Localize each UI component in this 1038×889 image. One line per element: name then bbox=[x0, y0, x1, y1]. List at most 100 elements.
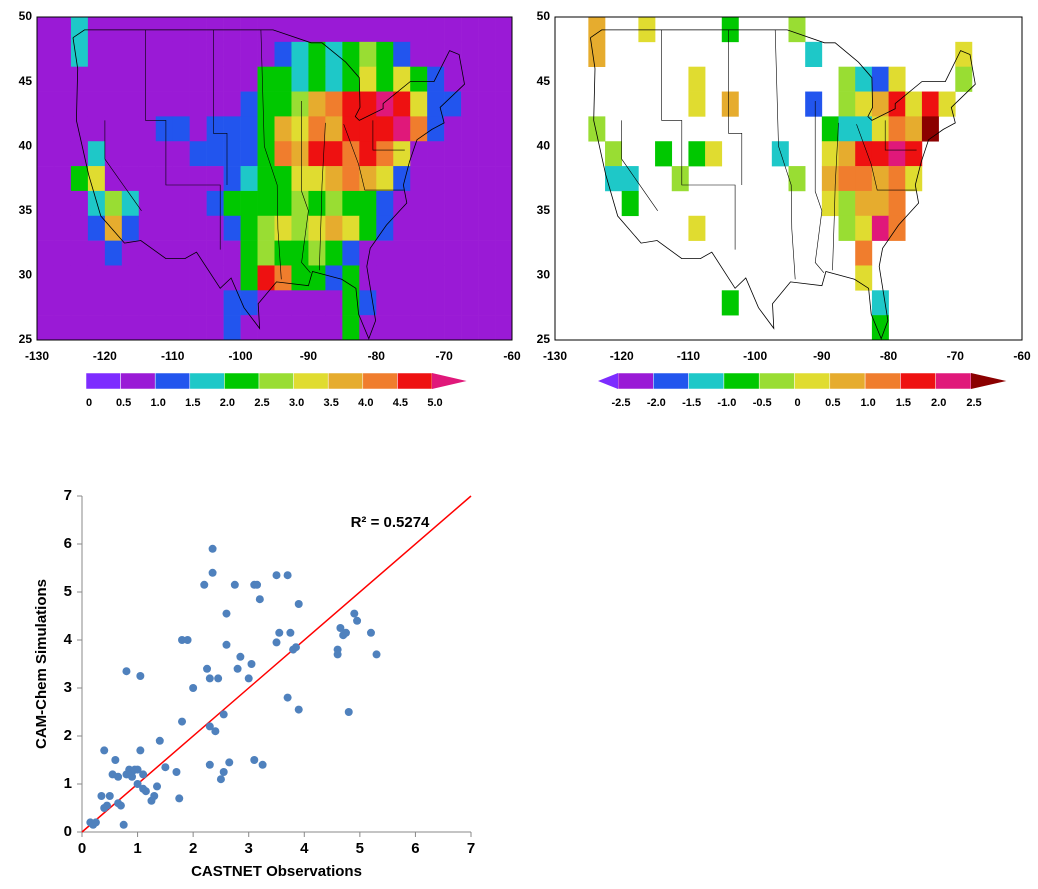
grid-cell bbox=[240, 141, 258, 167]
grid-cell bbox=[888, 190, 906, 217]
grid-cell bbox=[478, 190, 496, 217]
grid-cell bbox=[53, 315, 72, 340]
grid-cell bbox=[87, 41, 106, 67]
grid-cell bbox=[104, 265, 123, 291]
colorbar-tick-label: -1.0 bbox=[717, 397, 736, 409]
grid-cell bbox=[257, 116, 275, 142]
grid-cell bbox=[70, 91, 89, 117]
colorbar-tick-label: 0 bbox=[794, 397, 800, 409]
grid-cell bbox=[240, 91, 258, 117]
grid-cell bbox=[478, 166, 496, 192]
grid-cell bbox=[138, 265, 157, 291]
grid-cell bbox=[359, 91, 377, 117]
x-tick-label: 6 bbox=[411, 840, 419, 857]
grid-cell bbox=[138, 141, 157, 167]
grid-cell bbox=[104, 315, 123, 340]
grid-cell bbox=[172, 66, 190, 92]
grid-cell bbox=[393, 17, 411, 43]
point bbox=[161, 763, 170, 772]
point bbox=[372, 650, 381, 659]
state-border bbox=[728, 29, 743, 185]
grid-cell bbox=[495, 290, 512, 316]
y-tick-label: 35 bbox=[19, 203, 33, 217]
grid-cell bbox=[223, 41, 241, 67]
grid-cell bbox=[705, 141, 723, 167]
point bbox=[236, 652, 245, 661]
grid-cell bbox=[308, 190, 326, 217]
grid-cell bbox=[393, 315, 411, 340]
point bbox=[286, 628, 295, 637]
grid-cell bbox=[87, 141, 106, 167]
x-tick-label: -70 bbox=[435, 349, 453, 363]
grid-cell bbox=[427, 215, 445, 241]
grid-cell bbox=[478, 215, 496, 241]
grid-cell bbox=[359, 17, 377, 43]
point bbox=[247, 660, 256, 668]
y-tick-label: 6 bbox=[64, 535, 72, 552]
grid-cell bbox=[223, 240, 241, 266]
grid-cell bbox=[325, 240, 343, 266]
grid-cell bbox=[87, 215, 106, 241]
grid-cell bbox=[376, 17, 394, 43]
grid-cell bbox=[172, 41, 190, 67]
grid-cell bbox=[70, 66, 89, 92]
x-tick-label: -60 bbox=[1013, 349, 1031, 363]
colorbar-box bbox=[935, 372, 972, 390]
grid-cell bbox=[788, 17, 806, 43]
grid-cell bbox=[444, 290, 462, 316]
point bbox=[114, 772, 123, 781]
grid-cell bbox=[206, 190, 224, 217]
grid-cell bbox=[87, 315, 106, 340]
grid-cell bbox=[37, 91, 55, 117]
grid-cell bbox=[104, 290, 123, 316]
grid-cell bbox=[342, 141, 360, 167]
colorbar-box bbox=[758, 372, 795, 390]
state-border bbox=[832, 122, 839, 271]
grid-cell bbox=[70, 166, 89, 192]
grid-cell bbox=[688, 66, 706, 92]
grid-cell bbox=[376, 91, 394, 117]
grid-cell bbox=[838, 91, 856, 117]
grid-cell bbox=[359, 66, 377, 92]
point bbox=[253, 580, 262, 589]
colorbar-box bbox=[829, 372, 866, 390]
grid-cell bbox=[461, 41, 479, 67]
grid-cell bbox=[274, 265, 292, 291]
grid-cell bbox=[206, 290, 224, 316]
grid-cell bbox=[155, 166, 174, 192]
grid-cell bbox=[155, 190, 174, 217]
grid-cell bbox=[605, 141, 623, 167]
grid-cell bbox=[104, 66, 123, 92]
point bbox=[344, 708, 353, 716]
point bbox=[172, 768, 181, 776]
grid-cell bbox=[291, 66, 309, 92]
grid-cell bbox=[70, 315, 89, 340]
point bbox=[336, 624, 345, 632]
grid-cell bbox=[376, 265, 394, 291]
state-border bbox=[343, 124, 405, 191]
grid-cell bbox=[138, 240, 157, 266]
grid-cell bbox=[104, 190, 123, 217]
colorbar-extension bbox=[598, 373, 618, 389]
grid-cell bbox=[121, 66, 140, 92]
point bbox=[100, 746, 109, 755]
y-axis-title: CAM-Chem Simulations bbox=[33, 579, 50, 749]
grid-cell bbox=[257, 315, 275, 340]
grid-cell bbox=[495, 265, 512, 291]
grid-cell bbox=[427, 166, 445, 192]
colorbar-box bbox=[794, 372, 831, 390]
grid-cell bbox=[888, 91, 906, 117]
grid-cell bbox=[838, 141, 856, 167]
point bbox=[205, 674, 214, 683]
grid-cell bbox=[104, 215, 123, 241]
grid-cell bbox=[172, 315, 190, 340]
map-frame bbox=[36, 16, 513, 341]
x-tick-label: -80 bbox=[368, 349, 386, 363]
grid-cell bbox=[155, 141, 174, 167]
grid-cell bbox=[478, 141, 496, 167]
y-tick-label: 50 bbox=[537, 9, 551, 23]
state-border bbox=[372, 120, 405, 151]
grid-cell bbox=[308, 66, 326, 92]
grid-cell bbox=[172, 290, 190, 316]
grid-cell bbox=[410, 17, 428, 43]
